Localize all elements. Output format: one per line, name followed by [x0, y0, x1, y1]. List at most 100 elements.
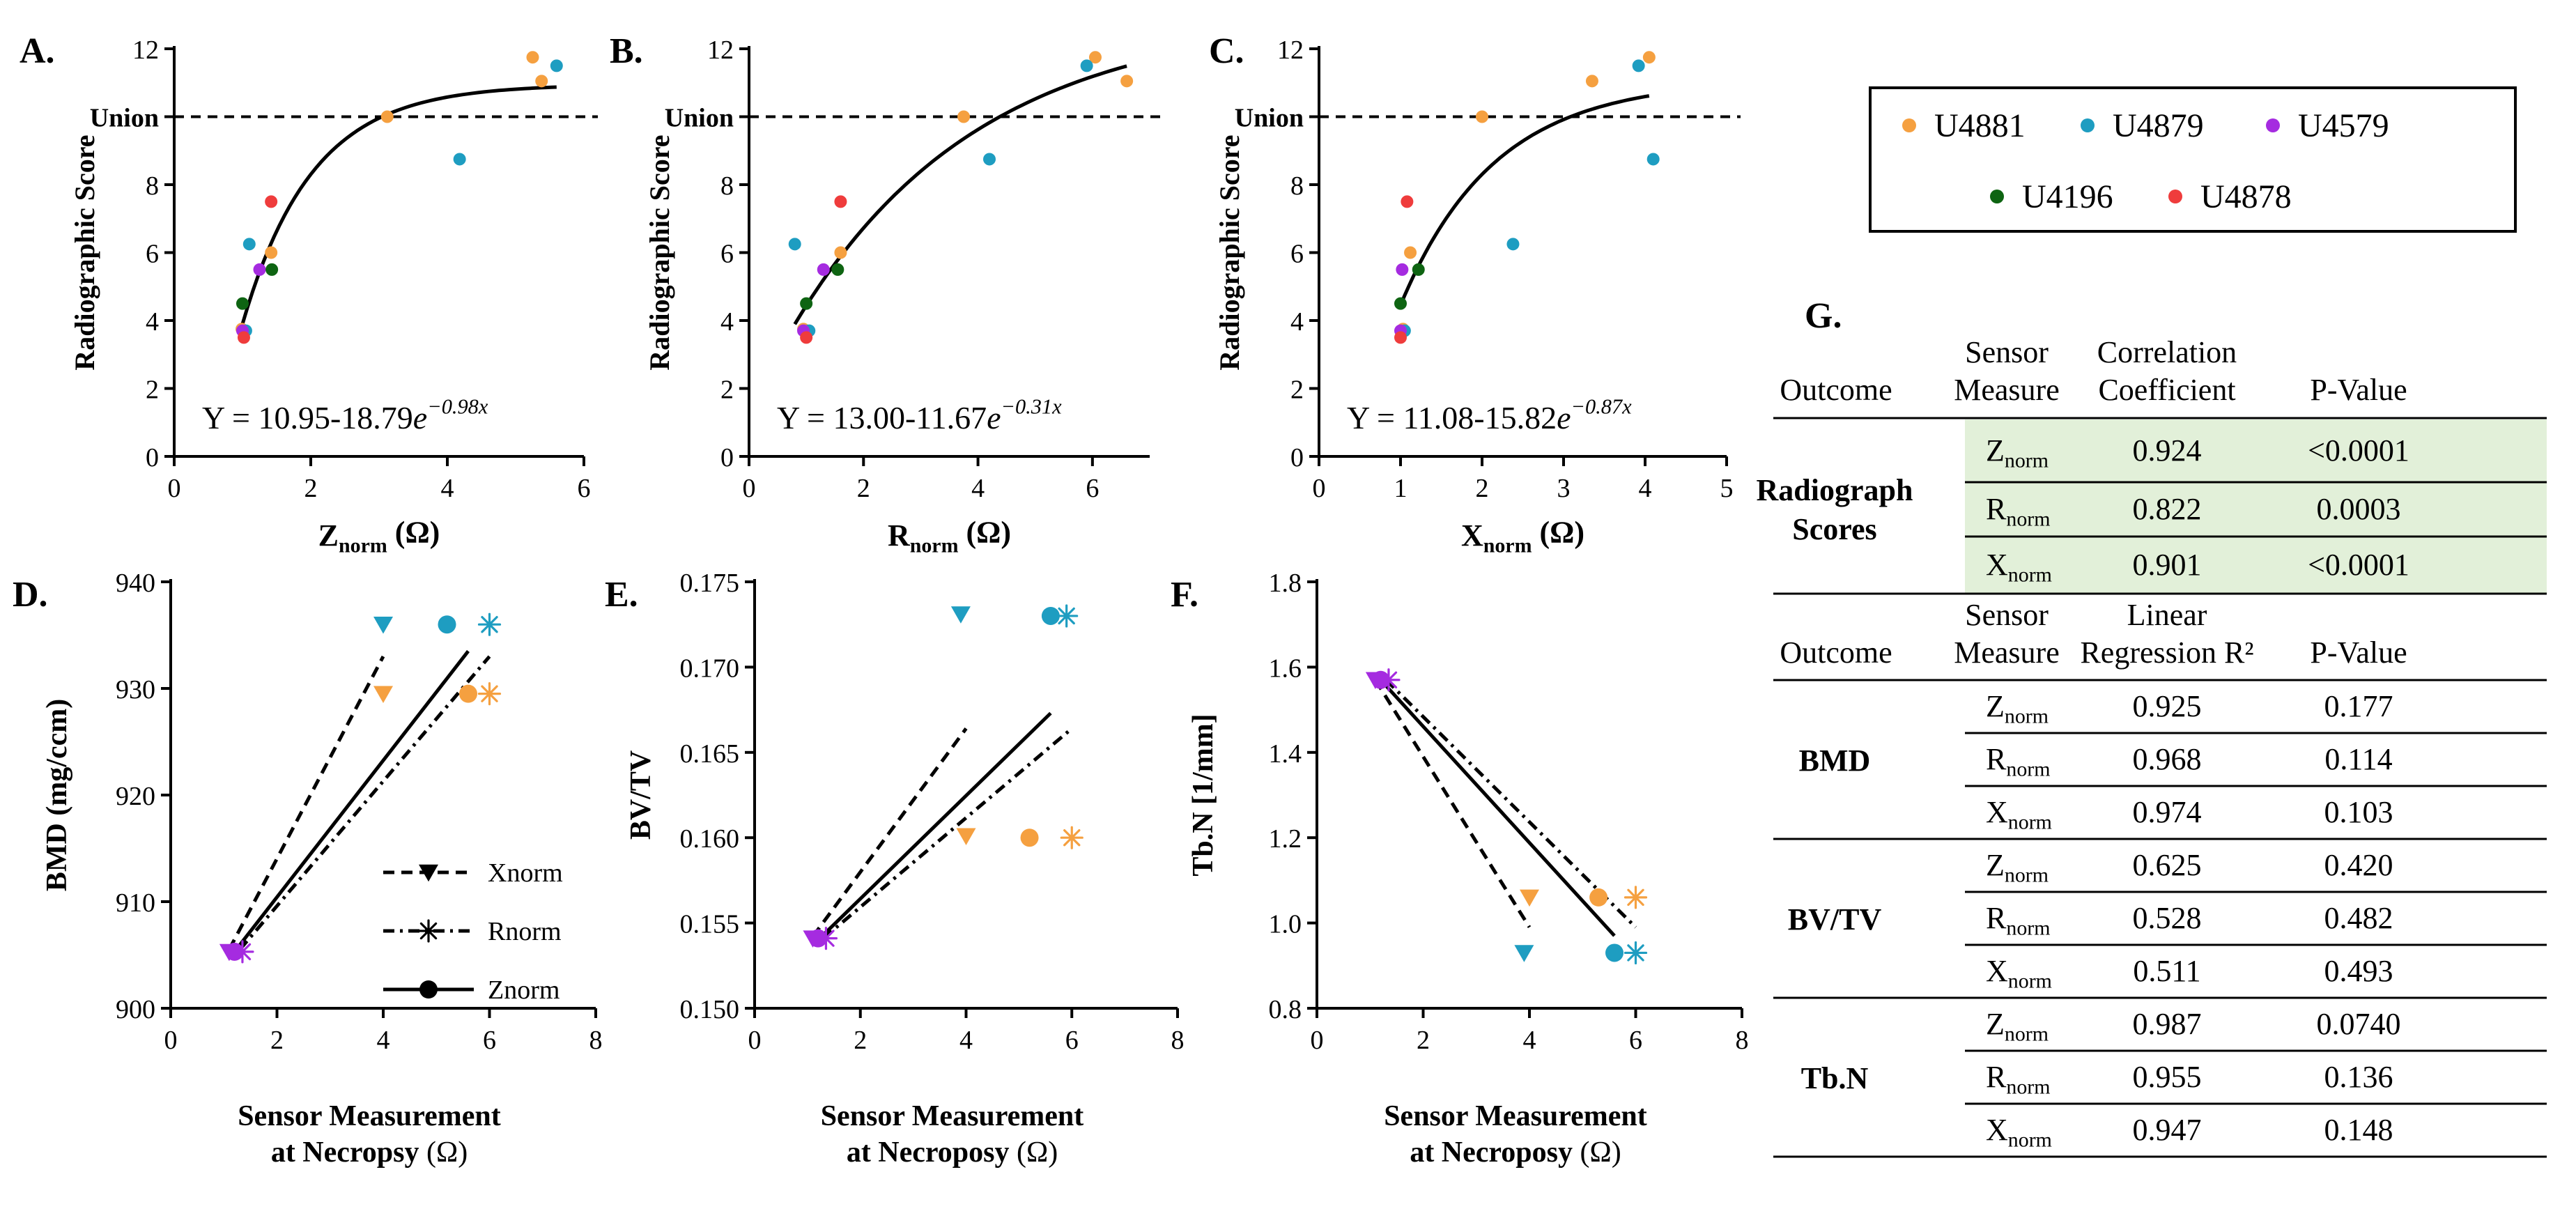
data-point-U4196	[831, 263, 844, 276]
data-point-U4196	[236, 297, 249, 310]
data-point-Xnorm-U4879	[950, 606, 971, 624]
y-tick-label: 0	[720, 443, 734, 472]
table-pvalue: 0.482	[2324, 901, 2393, 935]
table-measure-main: X	[1986, 548, 2008, 582]
fit-line-Xnorm	[811, 727, 968, 938]
equation-prefix: Y = 13.00-11.67	[777, 400, 987, 435]
data-point-Znorm-U4881	[459, 684, 477, 703]
legend-dot-U4579	[2266, 118, 2280, 132]
table-value: 0.511	[2133, 954, 2200, 988]
line-style-legend: Xnorm Rnorm Znorm	[383, 858, 563, 1005]
table-measure-sub: norm	[2005, 864, 2049, 887]
x-tick-label: 8	[1736, 1026, 1749, 1055]
equation-prefix: Y = 11.08-15.82	[1347, 400, 1557, 435]
x-axis-title-line2: at Necroposy (Ω)	[847, 1136, 1058, 1169]
data-point-U4881	[834, 246, 847, 259]
x-tick-label: 8	[1171, 1026, 1185, 1055]
table-value: 0.947	[2133, 1113, 2202, 1147]
y-tick-label: 8	[146, 171, 159, 201]
table-measure: Rnorm	[1986, 492, 2051, 531]
y-tick-label: 940	[116, 569, 155, 598]
x-tick-label: 0	[1313, 474, 1326, 503]
x-tick-label: 1	[1394, 474, 1407, 503]
data-point-U4881	[535, 75, 548, 88]
fit-curve	[793, 64, 1127, 325]
panel-label: C.	[1209, 31, 1244, 71]
table-pvalue: 0.0740	[2317, 1007, 2401, 1041]
data-point-U4579	[253, 263, 266, 276]
y-tick-label: 1.0	[1269, 910, 1302, 939]
fit-line-Xnorm	[1373, 679, 1532, 929]
x-axis-title-sub: norm	[910, 534, 959, 557]
table-measure-sub: norm	[2008, 564, 2052, 587]
data-point-Xnorm-U4881	[373, 686, 393, 703]
chart-panel-5: E. 0.150 0.155 0.160 0.165 0.170 0.175 0 2 4 6 8 BV/…	[605, 569, 1185, 1169]
data-point-U4579	[1396, 263, 1409, 276]
table-group-label: Radiograph	[1757, 473, 1913, 507]
x-tick-label: 2	[1476, 474, 1489, 503]
data-point-U4879	[1080, 59, 1093, 72]
data-point-U4878	[237, 331, 250, 344]
fit-line-Znorm	[1379, 679, 1616, 937]
x-tick-label: 4	[971, 474, 985, 503]
table-measure: Rnorm	[1986, 1060, 2051, 1099]
data-point-Rnorm-U4879-stroke	[1058, 607, 1075, 625]
x-axis-title: Znorm (Ω)	[318, 515, 440, 557]
y-axis-title: Tb.N [1/mm]	[1187, 714, 1219, 876]
x-axis-title-line1: Sensor Measurement	[1384, 1100, 1647, 1132]
table-measure-sub: norm	[2005, 449, 2049, 472]
table-value: 0.968	[2133, 742, 2202, 776]
x-tick-label: 4	[959, 1026, 973, 1055]
data-point-Xnorm-U4881	[1520, 889, 1539, 907]
table-measure-main: Z	[1986, 689, 2005, 723]
x-axis-title-main: Z	[318, 518, 339, 553]
y-axis-title: BV/TV	[625, 750, 657, 840]
data-point-Znorm-U4879	[1605, 943, 1624, 962]
y-tick-label: 1.4	[1269, 739, 1302, 769]
data-point-U4878	[1401, 195, 1414, 208]
table-measure: Znorm	[1986, 433, 2049, 472]
table-value: 0.528	[2133, 901, 2202, 935]
table-pvalue: <0.0001	[2308, 433, 2409, 468]
chart-panel-6: F. 0.8 1.0 1.2 1.4 1.6 1.8 0 2 4 6 8 Tb.N [1/mm] Sens…	[1171, 569, 1749, 1169]
y-tick-label: 4	[1290, 307, 1304, 337]
table-value: 0.925	[2133, 689, 2202, 723]
data-point-U4881	[1120, 75, 1134, 88]
y-tick-label: 0.150	[680, 995, 740, 1024]
table-pvalue: 0.103	[2324, 795, 2393, 829]
x-axis-unit: (Ω)	[1010, 1136, 1058, 1169]
fit-curve	[1398, 94, 1650, 306]
table-value: 0.822	[2133, 492, 2202, 526]
x-axis-title-main: R	[888, 518, 911, 553]
data-point-U4881	[1585, 75, 1598, 88]
x-axis-title: Xnorm (Ω)	[1461, 515, 1584, 557]
y-axis-title: BMD (mg/ccm)	[41, 699, 73, 891]
data-point-Xnorm-U4881	[956, 828, 976, 846]
table-header: Measure	[1954, 373, 2060, 407]
y-tick-label: 0	[1290, 443, 1304, 472]
data-point-U4196	[1394, 297, 1407, 310]
chart-panel-2: B. 0 2 4 6 8 Union 12 0 2 4 6 Radiographic Score Rnor…	[610, 31, 1164, 557]
legend-marker-Xnorm	[419, 864, 438, 882]
legend-marker-Znorm	[419, 980, 438, 999]
table-pvalue: <0.0001	[2308, 548, 2409, 582]
legend-dot-U4196	[1990, 190, 2004, 203]
equation-exponent: −0.87x	[1571, 395, 1633, 419]
panel-label: A.	[20, 31, 55, 71]
x-tick-label: 6	[1086, 474, 1099, 503]
x-axis-title-unit: (Ω)	[1532, 515, 1585, 549]
data-point-U4579	[817, 263, 830, 276]
data-point-Znorm-U4579	[809, 929, 828, 948]
y-tick-label: Union	[665, 104, 734, 133]
equation-exponent: −0.31x	[1001, 395, 1063, 419]
x-tick-label: 0	[743, 474, 756, 503]
y-tick-label: Union	[90, 104, 159, 133]
table-pvalue: 0.0003	[2317, 492, 2401, 526]
data-point-U4881	[265, 246, 278, 259]
table-measure-sub: norm	[2005, 1023, 2049, 1046]
x-tick-label: 5	[1720, 474, 1734, 503]
y-tick-label: 2	[720, 376, 734, 405]
x-tick-label: 2	[270, 1026, 284, 1055]
y-tick-label: 0.170	[680, 654, 740, 683]
x-tick-label: 2	[1417, 1026, 1430, 1055]
